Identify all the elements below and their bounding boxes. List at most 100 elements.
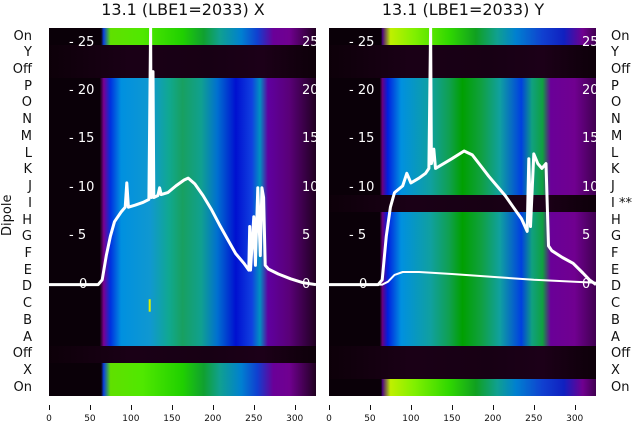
heatmap-row	[329, 245, 596, 263]
row-label: O	[611, 95, 622, 111]
heatmap-row	[49, 178, 316, 196]
row-label: Off	[611, 61, 631, 77]
heatmap-row	[329, 94, 596, 113]
row-label: I **	[611, 195, 632, 211]
row-label: C	[611, 296, 621, 312]
panel-x-title: 13.1 (LBE1=2033) X	[101, 0, 265, 19]
series-profile	[49, 28, 316, 287]
panel-y-title: 13.1 (LBE1=2033) Y	[381, 0, 545, 19]
x-tick-mark	[410, 405, 412, 410]
row-label: F	[24, 245, 32, 261]
heatmap-row	[329, 128, 596, 146]
x-tick-label: 200	[204, 414, 222, 424]
row-label: K	[23, 162, 32, 178]
x-tick-label: 250	[525, 414, 543, 424]
x-tick-mark	[130, 405, 132, 410]
overlay-y-tick: - 25	[69, 34, 95, 50]
row-label: N	[22, 112, 32, 128]
x-tick-label: 50	[364, 414, 376, 424]
x-tick-mark	[329, 405, 330, 410]
x-tick-mark	[212, 405, 214, 410]
heatmap-row	[49, 212, 316, 230]
x-tick-mark	[253, 405, 255, 410]
row-label: I	[28, 195, 32, 211]
profile-overlay	[49, 28, 316, 312]
overlay-y-tick-right: 20	[582, 82, 596, 98]
heatmap-row	[329, 329, 596, 347]
row-label: L	[611, 145, 619, 161]
row-label: Y	[24, 45, 32, 61]
heatmap-row	[329, 345, 596, 364]
overlay-y-tick-right: 20	[302, 82, 316, 98]
overlay-y-tick: - 15	[69, 131, 95, 147]
row-label: B	[611, 312, 620, 328]
row-label: C	[22, 296, 32, 312]
heatmap-row	[49, 312, 316, 330]
heatmap-row	[49, 362, 316, 380]
heatmap-row	[329, 61, 596, 79]
heatmap-row	[329, 78, 596, 96]
row-label: A	[23, 329, 32, 345]
heatmap-row	[329, 278, 596, 297]
overlay-y-tick-right: 15	[582, 131, 596, 147]
heatmap-row	[329, 28, 596, 46]
x-tick-label: 150	[163, 414, 181, 424]
heatmap-row	[49, 161, 316, 180]
x-tick-label: 150	[443, 414, 461, 424]
x-tick-mark	[171, 405, 173, 410]
heatmap-row	[49, 78, 316, 96]
heatmap-row	[329, 379, 596, 396]
overlay-y-tick-right: 0	[302, 276, 311, 292]
overlay-y-tick: - 15	[349, 131, 375, 147]
series-baseline	[329, 271, 596, 286]
row-label: On	[13, 28, 32, 44]
heatmap-row	[49, 145, 316, 163]
profile-overlay	[329, 28, 596, 287]
heatmap-row	[329, 362, 596, 380]
row-label: P	[24, 78, 32, 94]
row-label: F	[611, 245, 619, 261]
overlay-y-tick: 0	[359, 276, 368, 292]
overlay-y-tick-right: 10	[582, 179, 596, 195]
heatmap-x: 0 0 - 5 5 - 10 10 - 15 15 - 20 20 - 25 25	[49, 28, 316, 396]
row-label: X	[611, 363, 620, 379]
overlay-y-tick-right: 15	[302, 131, 316, 147]
row-label: D	[21, 279, 32, 295]
row-label: B	[23, 312, 32, 328]
heatmap-row	[49, 28, 316, 46]
row-label: Y	[611, 45, 619, 61]
heatmap-row	[49, 195, 316, 213]
heatmap-row	[329, 228, 596, 246]
row-label: O	[21, 95, 32, 111]
overlay-y-tick: - 5	[349, 228, 367, 244]
x-tick-mark	[574, 405, 576, 410]
overlay-y-tick-right: 5	[302, 228, 311, 244]
x-tick-label: 100	[402, 414, 420, 424]
heatmap-y: 0 0 - 5 5 - 10 10 - 15 15 - 20 20 - 25 25	[329, 28, 596, 396]
row-label: D	[611, 279, 622, 295]
row-label: M	[611, 128, 623, 144]
x-tick-mark	[369, 405, 371, 410]
x-tick-mark	[533, 405, 535, 410]
row-label: E	[23, 262, 32, 278]
row-label: X	[23, 363, 32, 379]
overlay-y-tick: - 20	[349, 82, 375, 98]
heatmap-row	[49, 111, 316, 129]
series-profile	[329, 28, 596, 287]
heatmap-row	[329, 44, 596, 62]
row-label: A	[611, 329, 620, 345]
overlay-y-tick: 0	[79, 276, 88, 292]
overlay-y-tick: - 20	[69, 82, 95, 98]
heatmap-row	[49, 329, 316, 347]
overlay-y-tick: - 10	[69, 179, 95, 195]
row-label: G	[611, 229, 622, 245]
overlay-y-tick-right: 25	[302, 34, 316, 50]
row-label: N	[611, 112, 621, 128]
row-label: G	[21, 229, 32, 245]
row-label: M	[20, 128, 32, 144]
heatmap-row	[49, 44, 316, 62]
heatmap-row	[49, 61, 316, 79]
row-label: Off	[611, 346, 631, 362]
overlay-y-tick-right: 0	[582, 276, 591, 292]
overlay-y-tick: - 25	[349, 34, 375, 50]
